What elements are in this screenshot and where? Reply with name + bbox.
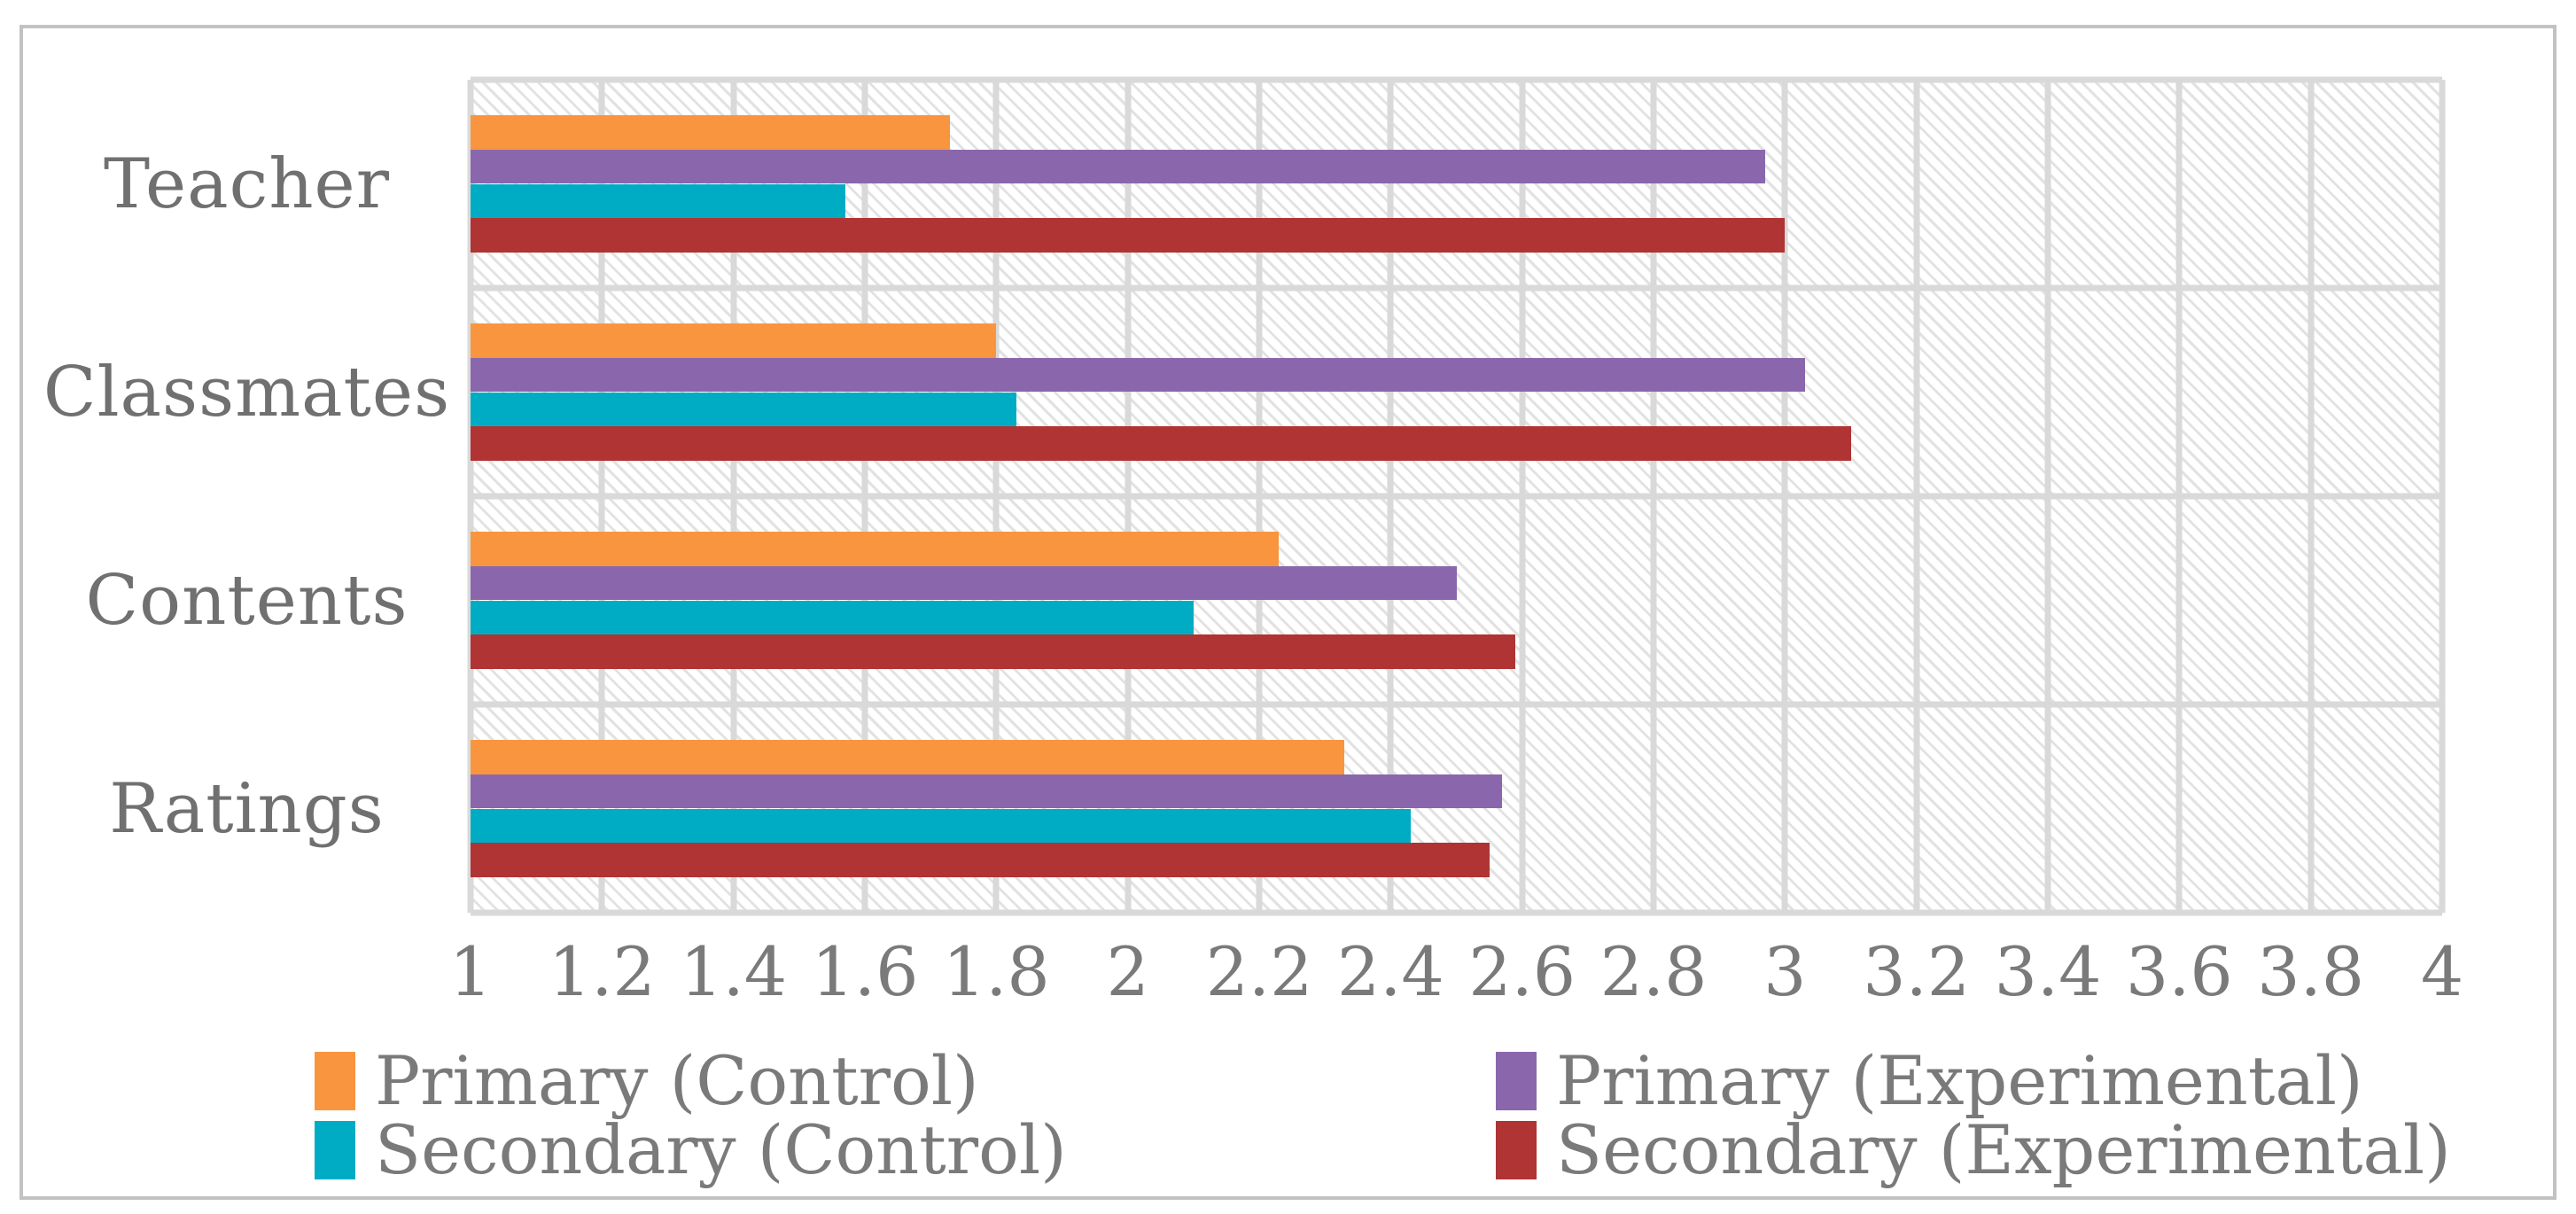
bar-primary-experimental-ratings	[471, 774, 1503, 809]
xtick-label-3.2: 3.2	[1863, 932, 1971, 1011]
bar-primary-control-classmates	[471, 323, 997, 358]
xtick-label-1: 1	[448, 932, 493, 1011]
legend-label-primary-experimental: Primary (Experimental)	[1556, 1041, 2363, 1120]
bar-secondary-control-contents	[471, 600, 1194, 635]
category-label-ratings: Ratings	[109, 768, 385, 849]
bar-group-contents	[471, 496, 2442, 704]
legend-item-primary-experimental: Primary (Experimental)	[1496, 1047, 2363, 1115]
bar-secondary-experimental-contents	[471, 634, 1516, 670]
gridline-y-2	[471, 493, 2442, 500]
xtick-label-2.8: 2.8	[1599, 932, 1708, 1011]
bar-secondary-control-classmates	[471, 392, 1016, 427]
legend-swatch-secondary-experimental	[1496, 1121, 1537, 1179]
bar-primary-control-ratings	[471, 739, 1345, 774]
category-axis: Teacher Classmates Contents Ratings	[23, 80, 471, 913]
xtick-label-1.4: 1.4	[680, 932, 788, 1011]
bar-primary-experimental-classmates	[471, 357, 1805, 393]
bar-group-teacher	[471, 80, 2442, 288]
legend-label-secondary-experimental: Secondary (Experimental)	[1556, 1110, 2451, 1189]
xtick-label-2.2: 2.2	[1205, 932, 1313, 1011]
bar-secondary-control-ratings	[471, 808, 1411, 844]
gridline-y-3	[471, 701, 2442, 708]
bar-primary-experimental-contents	[471, 565, 1457, 601]
xtick-label-3.6: 3.6	[2125, 932, 2233, 1011]
xtick-label-2.6: 2.6	[1468, 932, 1576, 1011]
bar-secondary-experimental-teacher	[471, 218, 1786, 253]
gridline-y-0	[471, 76, 2442, 83]
gridline-y-1	[471, 284, 2442, 292]
bar-secondary-experimental-classmates	[471, 426, 1851, 462]
xtick-label-3: 3	[1763, 932, 1807, 1011]
xtick-label-1.8: 1.8	[942, 932, 1050, 1011]
bar-primary-control-teacher	[471, 114, 951, 150]
gridline-x-4	[2439, 80, 2446, 913]
legend-item-primary-control: Primary (Control)	[315, 1047, 979, 1115]
plot-area	[467, 76, 2446, 916]
bar-group-ratings	[471, 704, 2442, 913]
legend-swatch-primary-experimental	[1496, 1052, 1537, 1110]
legend-item-secondary-control: Secondary (Control)	[315, 1117, 1067, 1184]
bar-primary-control-contents	[471, 531, 1280, 566]
bar-secondary-control-teacher	[471, 183, 845, 219]
category-label-contents: Contents	[85, 560, 409, 641]
legend-swatch-secondary-control	[315, 1121, 355, 1179]
xtick-label-1.6: 1.6	[811, 932, 919, 1011]
bar-primary-experimental-teacher	[471, 149, 1766, 184]
xtick-label-2: 2	[1106, 932, 1149, 1011]
xtick-label-3.4: 3.4	[1994, 932, 2102, 1011]
xtick-label-1.2: 1.2	[548, 932, 656, 1011]
category-label-classmates: Classmates	[43, 352, 451, 432]
legend-item-secondary-experimental: Secondary (Experimental)	[1496, 1117, 2451, 1184]
value-axis: 1 1.2 1.4 1.6 1.8 2 2.2 2.4 2.6 2.8 3 3.2 3.4 3.6 3.8 4	[449, 932, 2463, 1021]
xtick-label-2.4: 2.4	[1336, 932, 1444, 1011]
legend-label-primary-control: Primary (Control)	[375, 1041, 979, 1120]
legend-label-secondary-control: Secondary (Control)	[375, 1110, 1067, 1189]
category-label-teacher: Teacher	[104, 144, 390, 224]
legend-swatch-primary-control	[315, 1052, 355, 1110]
gridline-y-4	[471, 909, 2442, 916]
xtick-label-3.8: 3.8	[2257, 932, 2365, 1011]
bar-group-classmates	[471, 288, 2442, 496]
xtick-label-4: 4	[2420, 932, 2464, 1011]
bar-secondary-experimental-ratings	[471, 843, 1490, 878]
